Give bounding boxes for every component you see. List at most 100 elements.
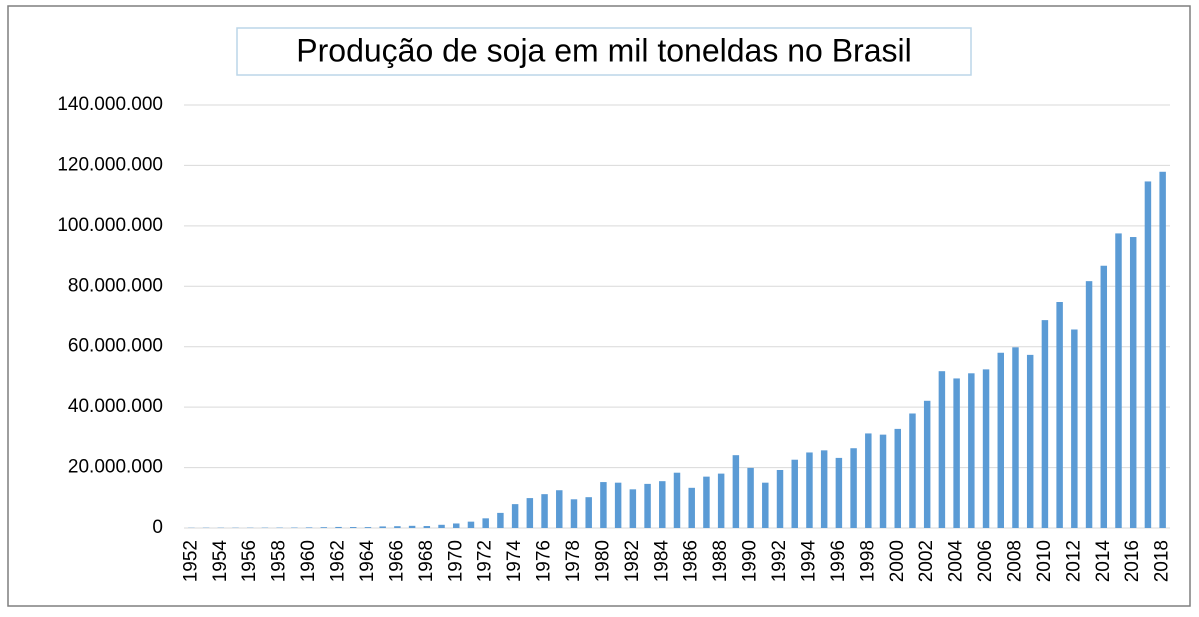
x-tick-label: 2018 — [1152, 540, 1173, 582]
bar — [379, 526, 385, 528]
bar — [836, 458, 842, 528]
bar — [527, 498, 533, 528]
y-tick-label: 0 — [152, 517, 163, 538]
bar — [998, 353, 1004, 528]
y-tick-label: 80.000.000 — [68, 275, 163, 296]
x-tick-label: 1966 — [386, 540, 407, 582]
x-tick-label: 1968 — [416, 540, 437, 582]
x-tick-label: 2010 — [1034, 540, 1055, 582]
x-tick-label: 1958 — [269, 540, 290, 582]
bar — [1115, 233, 1121, 528]
bar — [1159, 172, 1165, 528]
bar — [791, 460, 797, 528]
x-tick-label: 2002 — [916, 540, 937, 582]
x-tick-label: 1956 — [239, 540, 260, 582]
bar — [630, 489, 636, 528]
x-tick-label: 1990 — [740, 540, 761, 582]
bar — [924, 401, 930, 528]
bar — [409, 526, 415, 528]
x-tick-label: 1972 — [475, 540, 496, 582]
bar — [585, 497, 591, 528]
x-tick-label: 1986 — [681, 540, 702, 582]
bar — [1086, 281, 1092, 528]
bar — [512, 504, 518, 528]
bar — [865, 433, 871, 528]
bar — [615, 483, 621, 528]
x-tick-label: 1978 — [563, 540, 584, 582]
bar — [703, 477, 709, 528]
bar — [909, 413, 915, 528]
bar — [777, 470, 783, 528]
bar — [1027, 355, 1033, 528]
bar — [718, 474, 724, 528]
x-tick-label: 2004 — [946, 540, 967, 583]
bar — [468, 522, 474, 528]
x-tick-label: 1992 — [769, 540, 790, 582]
bar — [939, 371, 945, 528]
bar — [571, 499, 577, 528]
x-tick-label: 1996 — [828, 540, 849, 582]
x-tick-label: 2012 — [1063, 540, 1084, 582]
x-tick-label: 1954 — [210, 540, 231, 583]
y-tick-label: 40.000.000 — [68, 396, 163, 417]
bar — [659, 481, 665, 528]
x-tick-label: 1982 — [622, 540, 643, 582]
x-tick-label: 1962 — [328, 540, 349, 582]
bar — [350, 527, 356, 528]
bar — [600, 482, 606, 528]
y-tick-label: 20.000.000 — [68, 457, 163, 478]
x-tick-label: 2014 — [1093, 540, 1114, 583]
x-tick-label: 1960 — [298, 540, 319, 582]
bar — [453, 523, 459, 528]
bar — [850, 448, 856, 528]
y-tick-label: 140.000.000 — [57, 94, 163, 115]
bar — [365, 527, 371, 528]
x-tick-label: 1952 — [180, 540, 201, 582]
bar — [806, 452, 812, 528]
x-tick-label: 2008 — [1004, 540, 1025, 582]
bar — [1012, 347, 1018, 528]
bar — [482, 518, 488, 528]
bar — [335, 527, 341, 528]
y-tick-label: 100.000.000 — [57, 215, 163, 236]
x-tick-label: 1974 — [504, 540, 525, 583]
bar — [747, 468, 753, 528]
bar — [762, 483, 768, 528]
bar — [953, 378, 959, 528]
bar — [321, 527, 327, 528]
x-tick-label: 1994 — [798, 540, 819, 583]
bar — [1056, 302, 1062, 528]
bar — [644, 484, 650, 528]
x-tick-label: 2000 — [887, 540, 908, 582]
x-tick-label: 2006 — [975, 540, 996, 582]
bar — [983, 369, 989, 528]
bar — [1071, 329, 1077, 528]
x-tick-label: 1976 — [534, 540, 555, 582]
bar — [1145, 181, 1151, 528]
bar — [556, 490, 562, 528]
bar — [541, 494, 547, 528]
y-tick-label: 60.000.000 — [68, 336, 163, 357]
bar — [895, 429, 901, 528]
bar — [733, 455, 739, 528]
bar — [438, 525, 444, 528]
x-tick-label: 1970 — [445, 540, 466, 582]
bar — [1130, 237, 1136, 528]
bar — [1101, 266, 1107, 528]
bar — [688, 488, 694, 528]
bar — [306, 527, 312, 528]
y-tick-label: 120.000.000 — [57, 154, 163, 175]
x-tick-label: 1984 — [651, 540, 672, 583]
bar — [424, 526, 430, 528]
x-tick-label: 1980 — [592, 540, 613, 582]
bar — [497, 513, 503, 528]
x-tick-label: 1988 — [710, 540, 731, 582]
bar — [1042, 320, 1048, 528]
x-tick-label: 2016 — [1122, 540, 1143, 582]
bar — [968, 373, 974, 528]
bar — [674, 473, 680, 528]
chart-title: Produção de soja em mil toneldas no Bras… — [296, 32, 911, 68]
x-tick-label: 1998 — [857, 540, 878, 582]
bar — [821, 450, 827, 528]
